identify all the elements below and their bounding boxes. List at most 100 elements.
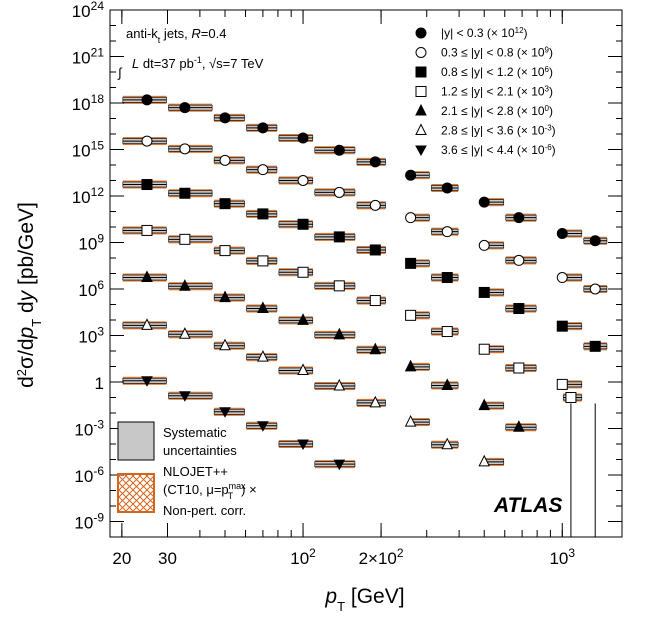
marker-circle xyxy=(556,272,568,284)
marker-circle xyxy=(513,254,525,266)
marker-triangle-up xyxy=(441,437,454,450)
marker-square xyxy=(415,66,427,78)
marker-square xyxy=(297,266,309,278)
marker-square xyxy=(556,320,568,332)
marker-triangle-down xyxy=(179,391,191,402)
marker-circle xyxy=(141,94,153,106)
marker-circle xyxy=(333,144,345,156)
y-tick-label: 103 xyxy=(78,325,104,347)
marker-triangle-up xyxy=(179,327,191,339)
marker-triangle-up xyxy=(219,338,231,351)
series-legend: |y| < 0.3 (× 1012) 0.3 ≤ |y| < 0.8 (× 109… xyxy=(415,26,556,158)
legend-label: 0.8 ≤ |y| < 1.2 (× 106) xyxy=(441,65,553,80)
marker-circle xyxy=(478,239,490,251)
y-tick-label: 1015 xyxy=(72,139,105,161)
legend-label: 2.1 ≤ |y| < 2.8 (× 100) xyxy=(441,104,553,119)
marker-circle xyxy=(441,226,453,238)
y-tick-label: 10-3 xyxy=(74,418,104,440)
marker-circle xyxy=(297,175,309,186)
theory-label-3: Non-pert. corr. xyxy=(163,503,246,518)
data-markers xyxy=(141,94,601,537)
marker-triangle-down xyxy=(297,439,309,451)
marker-square xyxy=(565,392,577,403)
marker-triangle-up xyxy=(478,454,491,467)
marker-square xyxy=(219,245,231,257)
marker-square xyxy=(369,295,381,307)
y-tick-label: 1012 xyxy=(72,185,105,207)
marker-circle xyxy=(141,135,153,147)
marker-square xyxy=(179,233,191,245)
marker-circle xyxy=(219,112,231,124)
systematic-swatch xyxy=(117,421,155,461)
marker-circle xyxy=(257,122,269,134)
marker-circle xyxy=(369,156,381,168)
marker-square xyxy=(257,208,269,220)
y-tick-label: 1021 xyxy=(72,46,105,68)
svg-text:L dt=37 pb-1, √s=7 TeV: L dt=37 pb-1, √s=7 TeV xyxy=(132,55,264,71)
marker-triangle-down xyxy=(257,421,269,432)
systematic-label-2: uncertainties xyxy=(163,443,237,458)
marker-circle xyxy=(589,283,601,295)
marker-triangle-up xyxy=(369,342,382,355)
marker-triangle-up xyxy=(404,414,417,427)
marker-triangle-up xyxy=(257,350,269,362)
marker-square xyxy=(141,179,153,191)
theory-label-1: NLOJET++ xyxy=(163,464,228,479)
marker-square xyxy=(333,231,345,243)
marker-triangle-up xyxy=(404,359,417,372)
marker-square xyxy=(297,218,309,230)
marker-circle xyxy=(179,102,191,114)
marker-square xyxy=(441,326,453,338)
axes: 1024 1021 1018 1015 1012 109 106 103 1 10-3 10-6 10… xyxy=(72,0,622,568)
x-tick-label: 103 xyxy=(549,546,575,568)
marker-triangle-up xyxy=(415,103,427,116)
marker-square xyxy=(441,272,453,284)
marker-square xyxy=(589,340,601,352)
marker-circle xyxy=(513,212,525,224)
marker-triangle-up xyxy=(257,301,269,314)
marker-circle xyxy=(415,47,427,58)
atlas-label: ATLAS xyxy=(493,494,562,517)
x-tick-label: 20 xyxy=(112,549,131,568)
band-legend: Systematic uncertainties NLOJET++ (CT10,… xyxy=(117,421,257,518)
marker-triangle-up xyxy=(297,313,309,325)
marker-square xyxy=(141,224,153,236)
marker-triangle-down xyxy=(415,145,427,157)
legend-label: 1.2 ≤ |y| < 2.1 (× 103) xyxy=(441,84,553,99)
marker-circle xyxy=(179,143,191,155)
marker-circle xyxy=(589,235,601,247)
y-tick-label: 106 xyxy=(78,278,104,300)
dataset-annotation: anti-kt jets, R=0.4 ∫ L dt=37 pb-1, √s=7… xyxy=(117,26,264,80)
theory-label-2: (CT10, μ=pmax T) × xyxy=(163,481,257,501)
marker-triangle-up xyxy=(441,378,454,390)
marker-circle xyxy=(405,169,417,181)
marker-square xyxy=(478,343,490,355)
marker-circle xyxy=(405,212,417,224)
legend-label: 2.8 ≤ |y| < 3.6 (× 10-3) xyxy=(441,123,556,138)
marker-triangle-up xyxy=(333,378,346,391)
marker-triangle-down xyxy=(141,376,153,387)
theory-swatch xyxy=(117,473,155,513)
legend-label: 3.6 ≤ |y| < 4.4 (× 10-6) xyxy=(441,143,556,158)
marker-triangle-up xyxy=(415,123,427,135)
marker-triangle-up xyxy=(219,290,231,303)
marker-triangle-up xyxy=(141,270,153,283)
svg-text:anti-kt jets, R=0.4: anti-kt jets, R=0.4 xyxy=(126,26,226,45)
x-axis-title: pT [GeV] xyxy=(324,585,404,614)
marker-triangle-up xyxy=(333,327,346,340)
marker-triangle-down xyxy=(333,459,346,471)
marker-circle xyxy=(415,27,427,39)
y-tick-label: 10-6 xyxy=(74,464,104,486)
y-tick-label: 1018 xyxy=(72,92,105,114)
marker-circle xyxy=(333,186,345,198)
x-tick-label: 30 xyxy=(158,549,177,568)
marker-circle xyxy=(369,199,381,211)
marker-circle xyxy=(297,132,309,144)
marker-triangle-up xyxy=(141,318,153,330)
y-tick-label: 109 xyxy=(78,232,104,254)
marker-square xyxy=(369,244,381,256)
marker-square xyxy=(513,362,525,374)
marker-square xyxy=(556,378,568,390)
x-tick-label: 102 xyxy=(290,546,316,568)
